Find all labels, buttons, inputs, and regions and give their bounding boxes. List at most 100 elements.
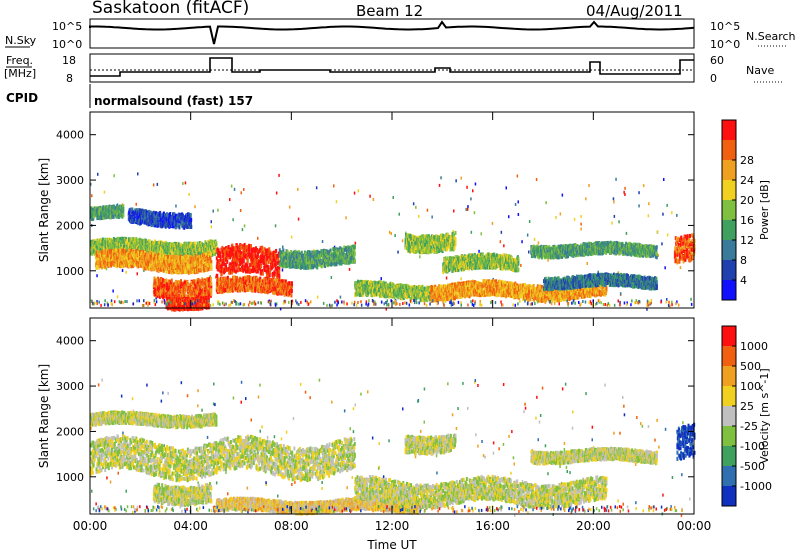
- echo-cell: [103, 246, 106, 251]
- echo-cell: [92, 247, 95, 251]
- speckle-mark: [419, 255, 421, 259]
- speckle-mark: [452, 229, 455, 233]
- speckle-mark: [297, 187, 299, 191]
- echo-cell: [227, 245, 230, 249]
- speckle-mark: [163, 299, 166, 302]
- speckle-mark: [666, 233, 669, 237]
- echo-cell: [99, 247, 102, 252]
- speckle-mark: [417, 214, 420, 218]
- speckle-mark: [647, 214, 650, 218]
- speckle-mark: [438, 183, 441, 187]
- speckle-mark: [474, 182, 477, 186]
- speckle-mark: [473, 211, 476, 215]
- beam-title: Beam 12: [356, 2, 423, 20]
- station-title: Saskatoon (fitACF): [92, 0, 249, 18]
- speckle-mark: [125, 270, 127, 274]
- speckle-mark: [96, 274, 98, 278]
- speckle-mark: [239, 209, 242, 212]
- speckle-mark: [470, 230, 473, 234]
- freq-label-line2: [MHz]: [4, 67, 36, 80]
- speckle-mark: [676, 213, 678, 217]
- speckle-mark: [613, 214, 616, 218]
- echo-cell: [210, 281, 213, 286]
- freq-tick-bottom: 8: [66, 72, 73, 85]
- echo-cell: [131, 207, 134, 212]
- speckle-mark: [369, 194, 371, 198]
- freq-tick-top: 18: [62, 54, 76, 67]
- speckle-mark: [233, 187, 236, 191]
- speckle-mark: [533, 237, 536, 241]
- speckle-mark: [415, 205, 417, 209]
- nsky-trace: [89, 20, 695, 45]
- echo-cell: [112, 214, 115, 219]
- echo-cell: [226, 289, 229, 294]
- speckle-mark: [156, 182, 159, 186]
- echo-cell: [118, 214, 121, 219]
- echo-cell: [164, 220, 167, 225]
- echo-cell: [152, 222, 155, 227]
- nsky-tick-bottom: 10^0: [52, 38, 82, 51]
- speckle-mark: [573, 217, 576, 221]
- echo-cell: [173, 212, 176, 217]
- speckle-mark: [478, 249, 480, 253]
- speckle-mark: [137, 172, 139, 176]
- speckle-mark: [397, 250, 399, 254]
- speckle-mark: [537, 241, 540, 245]
- speckle-mark: [152, 183, 155, 187]
- echo-cell: [178, 225, 181, 230]
- speckle-mark: [143, 268, 145, 272]
- speckle-mark: [136, 272, 138, 276]
- speckle-mark: [279, 307, 282, 311]
- echo-cell: [122, 206, 125, 211]
- freq-label-line1: Freq.: [6, 54, 33, 67]
- speckle-mark: [535, 178, 538, 181]
- speckle-mark: [288, 205, 291, 209]
- speckle-mark: [679, 266, 682, 270]
- speckle-mark: [275, 191, 278, 195]
- speckle-mark: [671, 211, 673, 215]
- speckle-mark: [209, 303, 212, 307]
- echo-cell: [153, 211, 156, 216]
- nave-tick-bottom: 0: [710, 72, 717, 85]
- speckle-mark: [561, 193, 564, 197]
- speckle-mark: [618, 220, 620, 224]
- echo-cell: [159, 210, 162, 215]
- nsearch-tick-bottom: 10^0: [710, 38, 740, 51]
- speckle-mark: [508, 215, 510, 219]
- speckle-mark: [503, 244, 505, 248]
- speckle-mark: [188, 192, 190, 196]
- speckle-mark: [317, 295, 319, 299]
- echo-cell: [114, 206, 117, 211]
- echo-cell: [119, 236, 122, 241]
- speckle-mark: [372, 198, 375, 201]
- speckle-mark: [182, 182, 184, 185]
- speckle-mark: [455, 179, 457, 183]
- speckle-mark: [210, 225, 213, 229]
- speckle-mark: [345, 216, 347, 220]
- speckle-mark: [212, 209, 214, 213]
- echo-cell: [246, 259, 249, 264]
- speckle-mark: [466, 207, 469, 211]
- echo-cell: [189, 213, 192, 217]
- speckle-mark: [401, 239, 404, 243]
- speckle-mark: [642, 184, 645, 188]
- speckle-mark: [243, 188, 245, 191]
- echo-cell: [188, 217, 191, 222]
- speckle-mark: [210, 220, 212, 224]
- date-title: 04/Aug/2011: [586, 2, 683, 20]
- speckle-mark: [648, 202, 650, 206]
- speckle-mark: [470, 197, 472, 201]
- echo-cell: [190, 225, 193, 229]
- speckle-mark: [663, 178, 665, 181]
- echo-cell: [94, 240, 97, 245]
- speckle-mark: [613, 200, 615, 204]
- speckle-mark: [467, 205, 469, 209]
- echo-cell: [273, 272, 276, 277]
- speckle-mark: [466, 185, 468, 189]
- nsky-panel-frame: [89, 18, 695, 49]
- speckle-mark: [666, 203, 668, 207]
- speckle-mark: [690, 297, 692, 301]
- speckle-mark: [611, 221, 613, 225]
- speckle-mark: [330, 305, 332, 309]
- speckle-mark: [555, 216, 557, 219]
